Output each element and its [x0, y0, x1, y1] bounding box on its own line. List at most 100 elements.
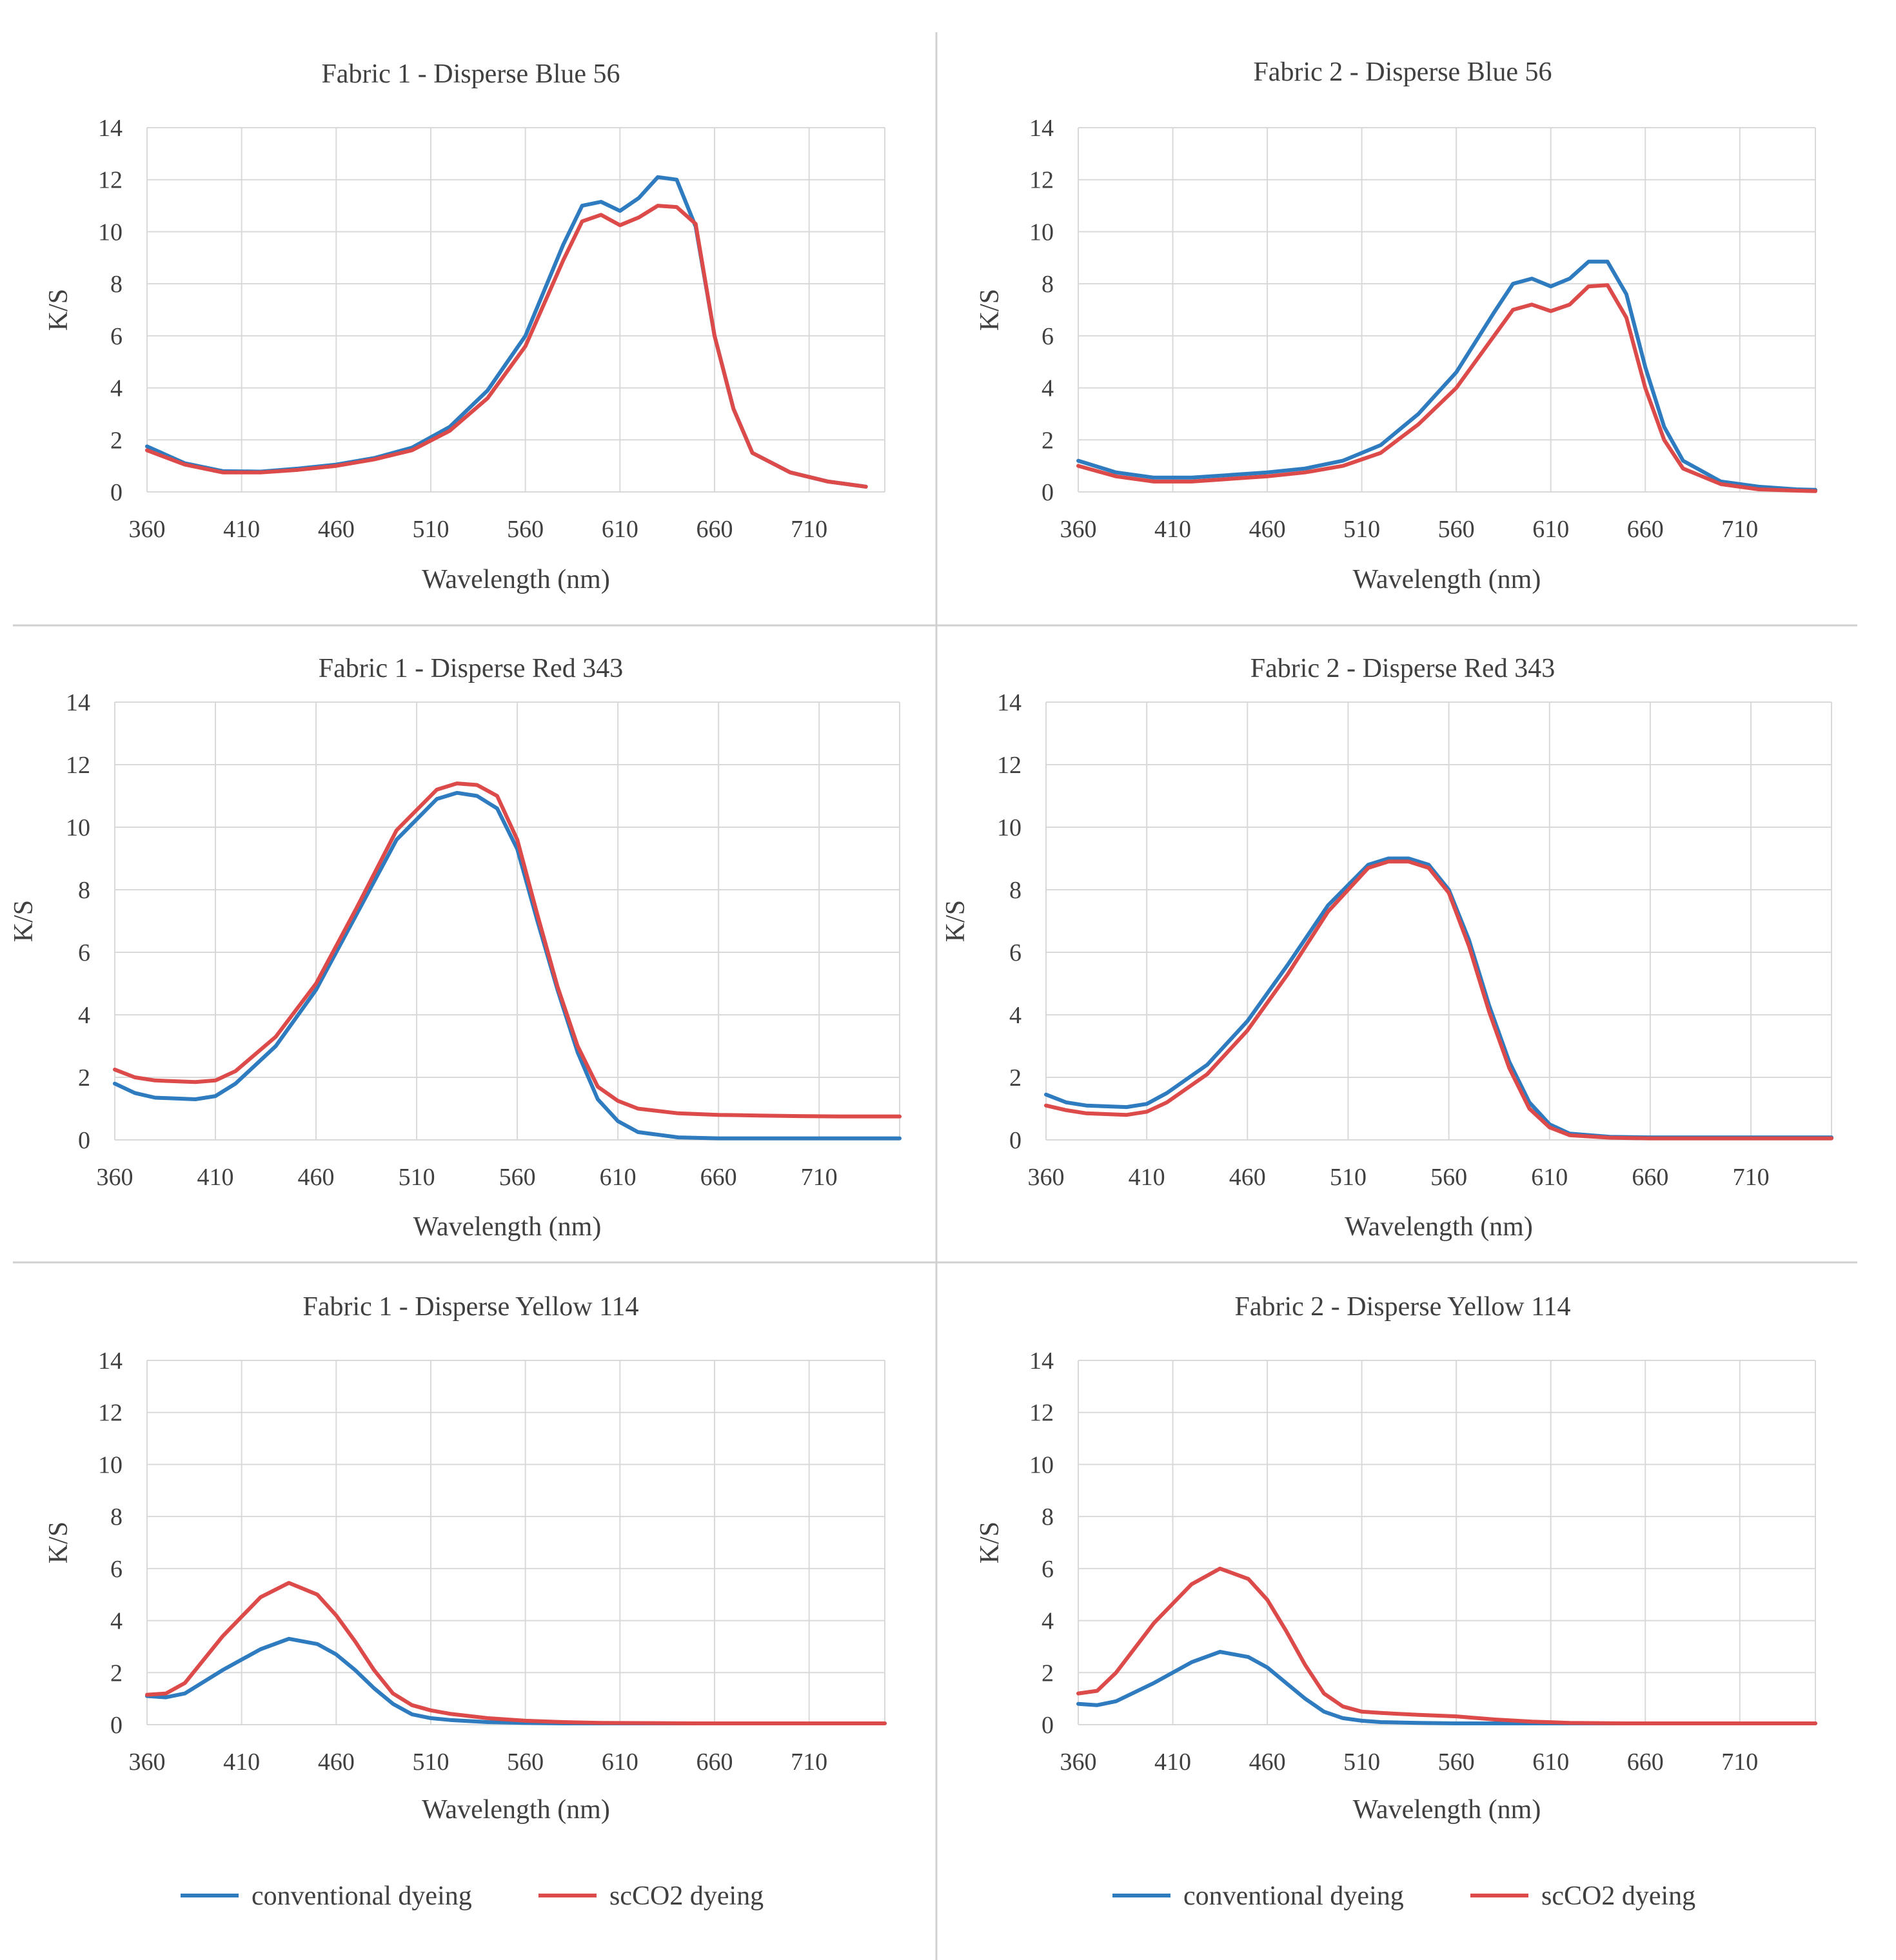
x-tick-label: 560: [1438, 516, 1475, 543]
series-line-conventional: [1044, 856, 1833, 1140]
x-axis-label: Wavelength (nm): [1353, 565, 1541, 594]
y-axis-label: K/S: [975, 289, 1005, 331]
y-tick-label: 2: [110, 427, 123, 454]
y-tick-label: 14: [1029, 115, 1054, 142]
x-tick-label: 660: [1627, 1749, 1664, 1776]
chart-panel-1: 0 2 4 6 8 10 12 14 360 410 460 510 560 610 660 710 Fabri…: [44, 59, 885, 594]
y-tick-label: 4: [1042, 375, 1054, 402]
x-tick-label: 510: [1330, 1164, 1367, 1191]
y-axis-label: K/S: [941, 900, 971, 942]
x-tick-label: 360: [1060, 1749, 1097, 1776]
x-tick-label: 710: [1721, 516, 1758, 543]
y-tick-label: 0: [1009, 1127, 1022, 1154]
series-line-scco2: [145, 1581, 887, 1725]
x-tick-label: 710: [801, 1164, 838, 1191]
chart-panel-4: 0 2 4 6 8 10 12 14 360 410 460 510 560 610 660 710 Fabri…: [941, 654, 1833, 1242]
x-tick-label: 610: [602, 1749, 638, 1776]
chart-title: Fabric 1 - Disperse Yellow 114: [302, 1292, 638, 1322]
series-line-scco2: [1044, 859, 1833, 1141]
legend-label-scco2: scCO2 dyeing: [609, 1881, 764, 1911]
x-tick-label: 660: [696, 1749, 733, 1776]
chart-panel-3: 0 2 4 6 8 10 12 14 360 410 460 510 560 610 660 710 Fabri…: [9, 654, 902, 1242]
chart-title: Fabric 2 - Disperse Blue 56: [1253, 57, 1552, 87]
legend-label-scco2: scCO2 dyeing: [1541, 1881, 1695, 1911]
x-tick-label: 560: [507, 1749, 544, 1776]
x-tick-label: 410: [1154, 1749, 1191, 1776]
y-tick-label: 0: [1042, 1712, 1054, 1739]
x-tick-label: 710: [1721, 1749, 1758, 1776]
x-tick-label: 710: [791, 516, 827, 543]
y-tick-label: 2: [78, 1064, 90, 1092]
chart-title: Fabric 1 - Disperse Red 343: [319, 654, 623, 683]
x-tick-label: 410: [223, 1749, 260, 1776]
x-tick-label: 360: [129, 516, 166, 543]
x-tick-label: 560: [1430, 1164, 1467, 1191]
y-tick-label: 8: [1042, 271, 1054, 298]
y-tick-label: 2: [1042, 427, 1054, 454]
series-line-scco2: [113, 781, 902, 1119]
y-tick-label: 14: [997, 689, 1022, 716]
x-tick-label: 510: [413, 1749, 449, 1776]
x-tick-label: 610: [600, 1164, 637, 1191]
y-tick-label: 12: [98, 1400, 123, 1427]
y-tick-label: 2: [1009, 1064, 1022, 1092]
y-tick-label: 10: [66, 814, 90, 841]
series-line-scco2: [145, 204, 868, 489]
x-tick-label: 610: [1531, 1164, 1568, 1191]
y-tick-label: 14: [1029, 1348, 1054, 1375]
y-tick-label: 10: [997, 814, 1022, 841]
y-tick-label: 12: [66, 752, 90, 779]
x-axis-label: Wavelength (nm): [422, 565, 610, 594]
y-tick-label: 10: [98, 1451, 123, 1478]
y-tick-label: 8: [1042, 1504, 1054, 1531]
x-tick-label: 660: [700, 1164, 737, 1191]
y-axis-label: K/S: [975, 1522, 1005, 1563]
x-tick-label: 410: [1129, 1164, 1165, 1191]
x-tick-label: 410: [197, 1164, 234, 1191]
series-line-conventional: [145, 1636, 887, 1725]
x-tick-label: 710: [791, 1749, 827, 1776]
y-tick-label: 4: [1009, 1002, 1022, 1029]
y-tick-label: 10: [98, 219, 123, 246]
x-tick-label: 660: [1632, 1164, 1668, 1191]
chart-title: Fabric 2 - Disperse Yellow 114: [1234, 1292, 1570, 1322]
y-tick-label: 6: [1009, 939, 1022, 966]
x-axis-label: Wavelength (nm): [413, 1212, 602, 1242]
y-tick-label: 8: [110, 271, 123, 298]
chart-panel-6: 0 2 4 6 8 10 12 14 360 410 460 510 560 610 660 710 Fabri…: [975, 1292, 1817, 1825]
series-line-conventional: [1076, 259, 1817, 492]
y-tick-label: 6: [1042, 1556, 1054, 1583]
y-tick-label: 0: [110, 1712, 123, 1739]
x-tick-label: 510: [413, 516, 449, 543]
x-tick-label: 510: [399, 1164, 435, 1191]
series-line-scco2: [1076, 283, 1817, 493]
x-tick-label: 460: [318, 1749, 355, 1776]
y-tick-label: 8: [78, 877, 90, 904]
y-tick-label: 12: [98, 167, 123, 194]
y-tick-label: 14: [98, 115, 123, 142]
y-tick-label: 6: [78, 939, 90, 966]
x-tick-label: 360: [1028, 1164, 1065, 1191]
y-tick-label: 0: [110, 479, 123, 506]
x-axis-label: Wavelength (nm): [1353, 1795, 1541, 1825]
legend-label-conventional: conventional dyeing: [252, 1881, 472, 1911]
x-tick-label: 610: [1532, 516, 1569, 543]
y-tick-label: 12: [1029, 167, 1054, 194]
y-tick-label: 6: [1042, 323, 1054, 350]
x-tick-label: 410: [223, 516, 260, 543]
y-tick-label: 6: [110, 1556, 123, 1583]
y-tick-label: 4: [110, 1608, 123, 1635]
x-tick-label: 460: [298, 1164, 335, 1191]
x-tick-label: 360: [97, 1164, 133, 1191]
y-tick-label: 12: [1029, 1400, 1054, 1427]
x-tick-label: 460: [1249, 1749, 1286, 1776]
x-tick-label: 460: [1249, 516, 1286, 543]
y-tick-label: 14: [66, 689, 90, 716]
y-tick-label: 6: [110, 323, 123, 350]
panel-dividers: [13, 32, 1857, 1960]
x-axis-label: Wavelength (nm): [422, 1795, 610, 1825]
chart-title: Fabric 1 - Disperse Blue 56: [321, 59, 620, 89]
y-axis-label: K/S: [9, 900, 39, 942]
x-tick-label: 710: [1733, 1164, 1770, 1191]
